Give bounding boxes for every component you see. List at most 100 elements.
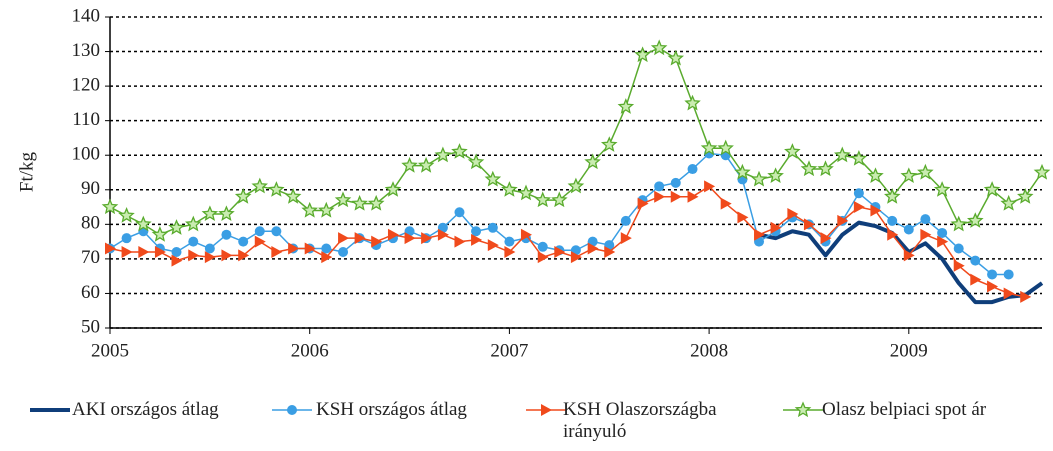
- point: [121, 245, 133, 258]
- point: [950, 215, 968, 232]
- point: [853, 188, 864, 199]
- x-tick-label: 2008: [690, 340, 728, 361]
- point: [204, 243, 215, 254]
- point: [587, 242, 599, 255]
- point: [101, 198, 119, 215]
- point: [537, 251, 549, 264]
- point: [251, 177, 268, 194]
- point: [554, 245, 566, 258]
- point: [171, 254, 183, 267]
- point: [135, 215, 152, 232]
- point: [903, 224, 914, 235]
- point: [520, 228, 532, 241]
- point: [204, 251, 216, 264]
- legend-label: KSH Olaszországba irányuló: [563, 399, 717, 442]
- point: [184, 215, 202, 232]
- point: [570, 251, 582, 264]
- point: [551, 191, 568, 208]
- point: [504, 245, 516, 258]
- y-tick-label: 140: [72, 5, 101, 26]
- point: [670, 177, 681, 188]
- y-axis-label: Ft/kg: [16, 151, 37, 192]
- point: [734, 163, 751, 180]
- point: [154, 245, 166, 258]
- point: [354, 232, 366, 245]
- x-tick-label: 2007: [490, 340, 528, 361]
- point: [1003, 269, 1014, 280]
- point: [970, 255, 981, 266]
- point: [920, 214, 931, 225]
- point: [634, 46, 651, 63]
- point: [937, 227, 948, 238]
- point: [384, 181, 402, 197]
- x-tick-label: 2006: [291, 340, 329, 361]
- y-tick-label: 50: [81, 316, 100, 337]
- point: [684, 94, 701, 111]
- point: [794, 401, 812, 418]
- point: [537, 241, 548, 252]
- point: [1020, 290, 1032, 303]
- point: [118, 207, 135, 223]
- point: [121, 233, 132, 244]
- point: [784, 143, 801, 159]
- point: [351, 194, 368, 211]
- point: [887, 215, 898, 226]
- point: [151, 225, 169, 242]
- point: [987, 280, 999, 293]
- point: [1000, 194, 1017, 211]
- point: [867, 167, 884, 183]
- point: [737, 211, 749, 224]
- point: [504, 236, 515, 247]
- point: [800, 160, 818, 177]
- point: [637, 197, 649, 210]
- point: [983, 181, 1001, 197]
- point: [717, 139, 734, 156]
- series-line: [758, 220, 1044, 305]
- point: [238, 249, 250, 262]
- legend-label: Olasz belpiaci spot ár: [822, 399, 987, 420]
- point: [754, 228, 766, 241]
- point: [454, 235, 466, 248]
- point: [254, 235, 266, 248]
- x-tick-label: 2009: [890, 340, 928, 361]
- point: [917, 163, 934, 180]
- legend-icon: [272, 405, 312, 415]
- point: [787, 207, 799, 220]
- point: [953, 243, 964, 254]
- series-line: [109, 47, 1043, 236]
- point: [837, 214, 849, 227]
- y-tick-label: 120: [72, 74, 101, 95]
- point: [201, 205, 219, 221]
- point: [334, 191, 352, 208]
- point: [421, 232, 433, 245]
- point: [404, 232, 416, 245]
- y-tick-label: 90: [81, 178, 100, 199]
- x-tick-label: 2005: [91, 340, 129, 361]
- point: [218, 205, 235, 221]
- point: [604, 245, 616, 258]
- point: [817, 160, 834, 177]
- point: [884, 188, 901, 204]
- point: [970, 273, 982, 286]
- point: [870, 204, 882, 217]
- point: [650, 39, 668, 56]
- point: [670, 190, 682, 203]
- point: [850, 150, 868, 166]
- point: [417, 156, 435, 173]
- point: [937, 235, 949, 248]
- point: [920, 228, 932, 241]
- chart: Ft/kg 50 60 70 80 90 100 110 120 130 140 2005 2006 2…: [16, 5, 1051, 361]
- point: [1003, 287, 1015, 300]
- point: [451, 143, 468, 159]
- point: [221, 229, 232, 240]
- point: [487, 222, 498, 233]
- point: [700, 139, 718, 156]
- point: [620, 215, 631, 226]
- point: [654, 190, 666, 203]
- legend-icon: [783, 401, 823, 418]
- point: [434, 146, 452, 163]
- point: [321, 251, 333, 264]
- point: [371, 235, 383, 248]
- point: [437, 228, 449, 241]
